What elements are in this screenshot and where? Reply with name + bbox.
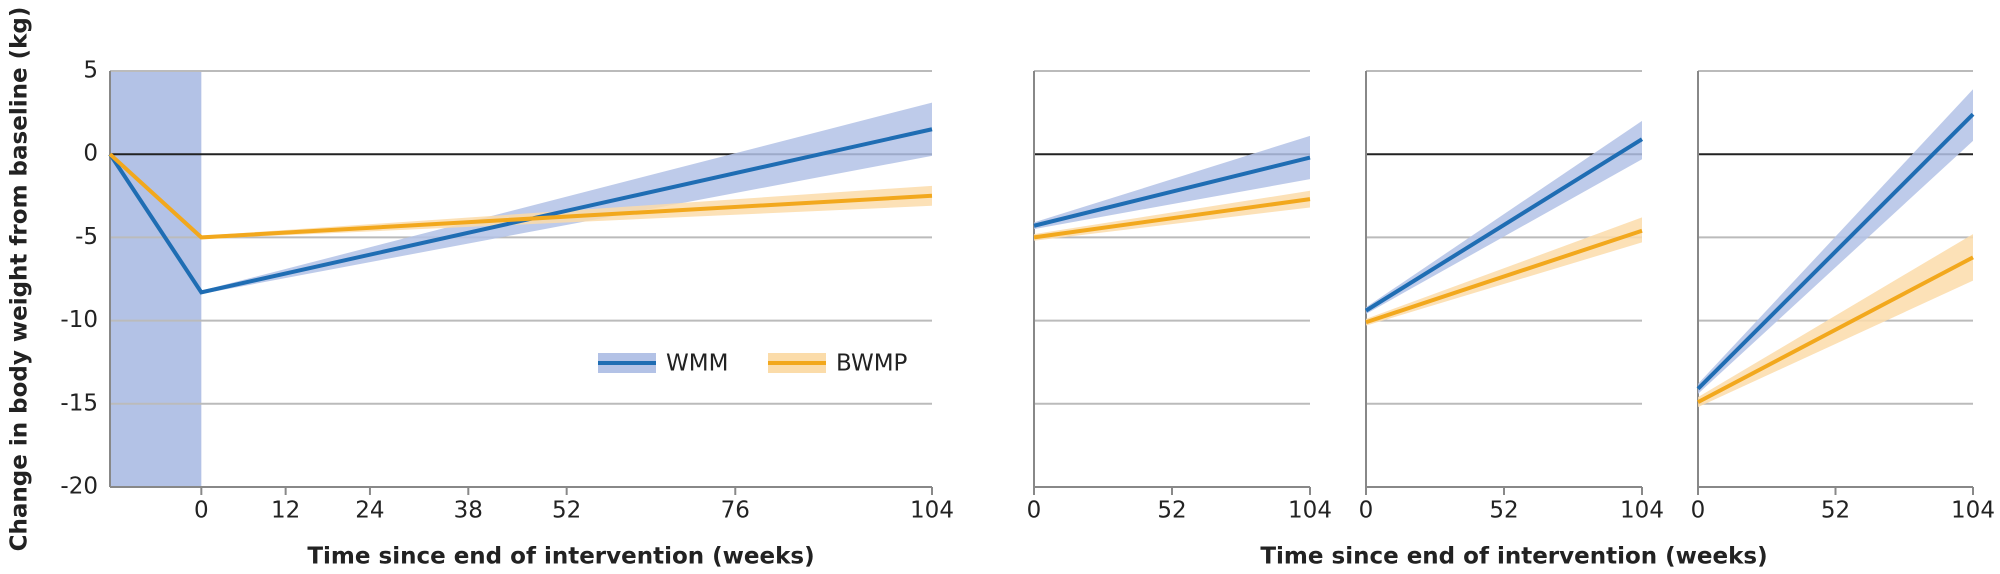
- series-line: [1033, 197, 1311, 240]
- series-line: [108, 152, 933, 240]
- y-tick-label: -5: [75, 224, 98, 250]
- y-axis-label: Change in body weight from baseline (kg): [7, 7, 33, 552]
- x-tick-label: 52: [1489, 498, 1518, 524]
- confidence-band: [1034, 135, 1310, 230]
- x-tick-label: 104: [1288, 498, 1332, 524]
- series-line: [1697, 255, 1974, 404]
- legend-label: BWMP: [836, 351, 908, 377]
- x-tick-label: 24: [355, 498, 384, 524]
- x-axis-label: Time since end of intervention (weeks): [307, 544, 814, 570]
- y-tick-label: 0: [83, 141, 98, 167]
- x-tick-label: 104: [1951, 498, 1995, 524]
- x-tick-label: 104: [910, 498, 954, 524]
- x-tick-label: 52: [1821, 498, 1850, 524]
- x-tick-label: 52: [552, 498, 581, 524]
- y-tick-label: -15: [60, 390, 98, 416]
- series-line: [1696, 112, 1975, 391]
- x-tick-label: 52: [1157, 498, 1186, 524]
- x-tick-label: 0: [194, 498, 209, 524]
- x-tick-label: 0: [1359, 498, 1374, 524]
- series-line: [1033, 155, 1311, 228]
- y-tick-label: 5: [83, 58, 98, 84]
- x-tick-label: 38: [454, 498, 483, 524]
- series-line: [108, 127, 933, 295]
- x-tick-label: 76: [721, 498, 750, 524]
- x-tick-label: 0: [1691, 498, 1706, 524]
- y-tick-label: -10: [60, 307, 98, 333]
- x-tick-label: 0: [1027, 498, 1042, 524]
- x-axis-label: Time since end of intervention (weeks): [1260, 544, 1767, 570]
- x-tick-label: 12: [271, 498, 300, 524]
- intervention-shade: [110, 71, 202, 487]
- legend-label: WMM: [666, 351, 728, 377]
- series-line: [1364, 137, 1644, 313]
- x-tick-label: 104: [1620, 498, 1664, 524]
- y-tick-label: -20: [60, 474, 98, 500]
- series-line: [1365, 228, 1643, 325]
